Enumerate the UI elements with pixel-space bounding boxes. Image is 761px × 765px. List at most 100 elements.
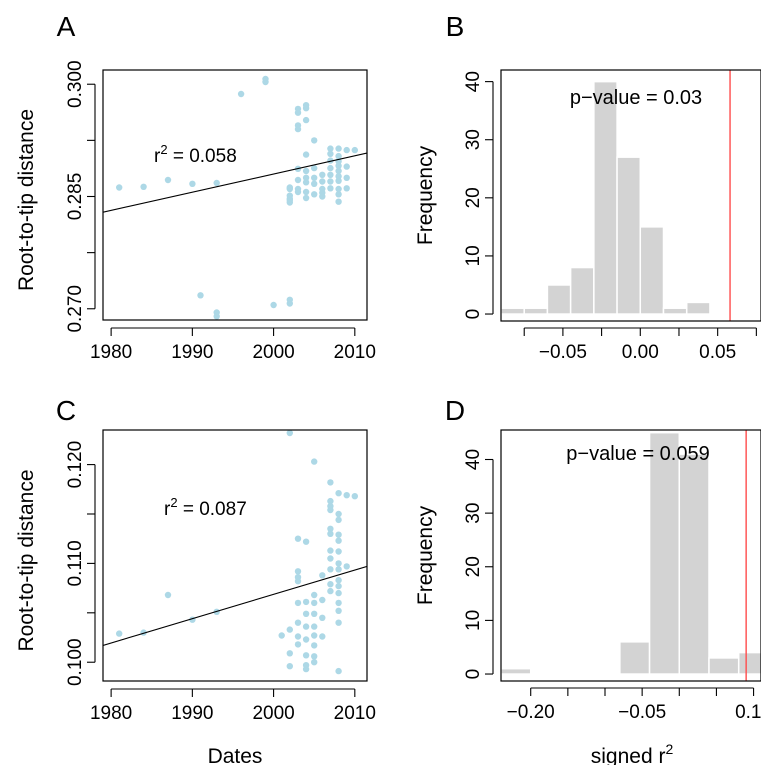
data-point xyxy=(327,145,334,152)
y-tick-label: 10 xyxy=(463,610,484,631)
y-tick-label: 20 xyxy=(463,187,484,208)
data-point xyxy=(302,116,310,124)
data-point xyxy=(286,195,293,202)
data-point xyxy=(327,185,334,192)
data-point xyxy=(327,587,334,595)
y-tick-label: 0.100 xyxy=(65,638,86,686)
data-point xyxy=(270,301,277,309)
data-point xyxy=(189,180,196,187)
annotation-base: r xyxy=(154,146,161,167)
data-point xyxy=(294,599,302,607)
x-axis-label: Dates xyxy=(208,745,263,765)
x-tick-label: −0.05 xyxy=(618,702,666,723)
data-point xyxy=(302,194,310,202)
data-point xyxy=(327,178,334,185)
data-point xyxy=(343,185,350,192)
data-point xyxy=(319,178,326,185)
histogram-bar xyxy=(662,307,688,315)
y-axis-label: Frequency xyxy=(414,145,437,245)
data-point xyxy=(262,78,269,86)
data-point xyxy=(311,174,318,181)
plot-area xyxy=(501,70,731,321)
data-point xyxy=(278,632,285,639)
data-point xyxy=(335,152,342,160)
x-tick-label: 1980 xyxy=(90,342,132,363)
data-point xyxy=(327,581,334,588)
data-point xyxy=(116,630,123,637)
data-point xyxy=(319,596,326,604)
histogram-bar xyxy=(501,307,525,315)
data-point xyxy=(286,184,293,191)
data-point xyxy=(327,164,334,172)
histogram-bar xyxy=(593,80,618,315)
histogram-bar xyxy=(569,266,595,315)
data-point xyxy=(237,90,245,98)
data-point xyxy=(311,610,318,617)
data-point xyxy=(164,176,172,184)
y-tick-label: 0.110 xyxy=(65,540,86,586)
data-point xyxy=(213,313,220,320)
histogram-bar xyxy=(523,307,549,315)
histogram-bar xyxy=(616,156,642,315)
annotation-sup: 2 xyxy=(170,495,177,510)
y-tick-label: 0.285 xyxy=(65,173,86,221)
plot-area xyxy=(501,430,761,681)
data-point xyxy=(294,578,302,585)
data-point xyxy=(286,663,293,670)
data-point xyxy=(335,510,342,518)
data-point xyxy=(311,599,318,607)
y-axis-label: Frequency xyxy=(414,505,437,605)
panel-letter: C xyxy=(56,395,76,426)
data-point xyxy=(302,105,310,112)
p-value-annotation: p−value = 0.059 xyxy=(566,443,709,465)
data-point xyxy=(294,568,302,575)
data-point xyxy=(197,292,204,299)
data-point xyxy=(351,493,358,500)
panel-d: D −0.20 −0.05 0.10 0 10 20 30 40 Frequency signed … xyxy=(414,395,761,765)
data-point xyxy=(294,176,302,184)
x-tick-label: 1990 xyxy=(171,342,213,363)
data-point xyxy=(294,109,302,116)
histogram-bar xyxy=(708,657,740,675)
data-point xyxy=(286,626,293,633)
data-point xyxy=(327,479,334,486)
data-point xyxy=(343,163,350,170)
data-point xyxy=(335,667,342,675)
plot-frame xyxy=(500,69,761,322)
data-point xyxy=(343,492,350,499)
x-axis-label-text: Dates xyxy=(208,745,263,765)
y-tick-label: 0 xyxy=(463,669,484,680)
annotation-sup: 2 xyxy=(160,142,167,157)
r-squared-annotation: r2 = 0.087 xyxy=(164,495,247,520)
data-point xyxy=(286,300,293,307)
data-point xyxy=(302,151,310,158)
data-point xyxy=(335,516,342,524)
histogram-bar xyxy=(648,431,681,675)
data-point xyxy=(286,650,293,657)
y-tick-label: 0.120 xyxy=(65,441,86,489)
y-tick-label: 0.270 xyxy=(65,285,86,333)
histogram-bar xyxy=(639,226,665,315)
data-point xyxy=(335,577,342,584)
data-point xyxy=(327,566,334,573)
data-point xyxy=(335,198,342,205)
plot-frame xyxy=(102,429,368,682)
data-point xyxy=(335,537,342,544)
data-point xyxy=(311,642,318,649)
data-point xyxy=(302,167,310,175)
data-point xyxy=(327,506,334,514)
data-point xyxy=(327,547,334,554)
data-point xyxy=(327,171,334,178)
data-point xyxy=(319,171,326,178)
data-point xyxy=(164,591,172,599)
x-tick-label: −0.20 xyxy=(507,702,555,723)
data-point xyxy=(294,535,302,542)
data-point xyxy=(343,563,350,570)
data-point xyxy=(302,665,310,673)
histogram-bar xyxy=(619,641,651,675)
y-tick-label: 30 xyxy=(463,503,484,524)
y-axis-label: Root-to-tip distance xyxy=(15,109,38,291)
data-point xyxy=(311,591,318,599)
x-tick-label: −0.05 xyxy=(539,342,587,363)
panel-b: B −0.05 0.00 0.05 0 10 20 30 40 Frequency p−value … xyxy=(414,11,761,363)
